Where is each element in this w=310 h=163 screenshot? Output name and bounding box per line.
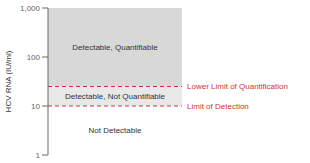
svg-text:Limit of Detection: Limit of Detection (187, 102, 249, 111)
svg-text:Detectable, Not Quantifiable: Detectable, Not Quantifiable (65, 92, 166, 101)
svg-text:1,000: 1,000 (20, 4, 41, 13)
svg-text:10: 10 (31, 102, 40, 111)
svg-text:HCV RNA (IU/ml): HCV RNA (IU/ml) (8, 50, 13, 112)
svg-text:1: 1 (36, 151, 41, 160)
svg-text:Not Detectable: Not Detectable (89, 126, 142, 135)
svg-text:100: 100 (27, 53, 41, 62)
svg-text:Lower Limit of Quantification: Lower Limit of Quantification (187, 82, 288, 91)
svg-text:Detectable, Quantifiable: Detectable, Quantifiable (72, 43, 158, 52)
